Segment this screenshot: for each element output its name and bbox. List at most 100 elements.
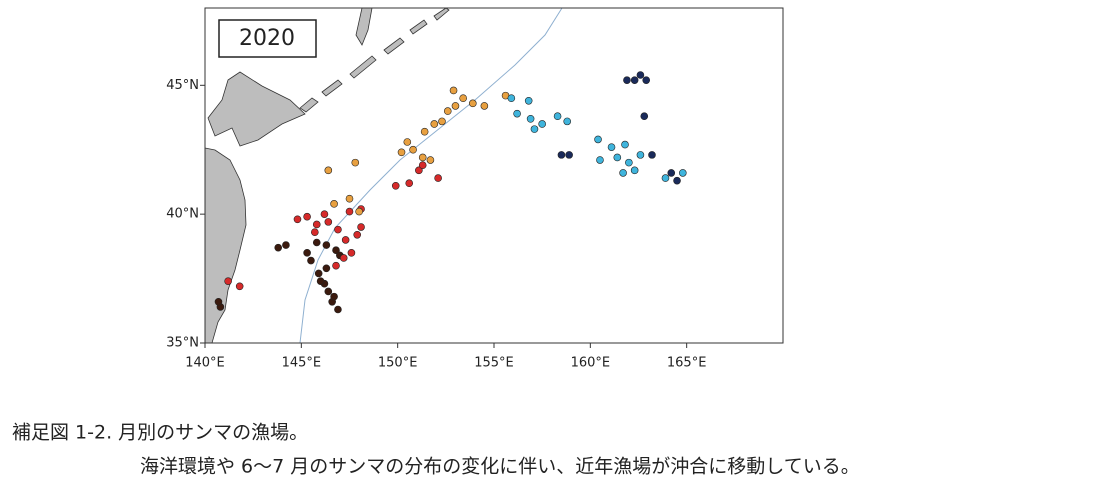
fishing-point xyxy=(324,218,333,226)
fishing-point xyxy=(330,292,338,301)
caption-text: 海洋環境や 6～7 月のサンマの分布の変化に伴い、近年漁場が沖合に移動している。 xyxy=(140,456,860,478)
fishing-point xyxy=(330,200,338,208)
fishing-point xyxy=(320,210,329,218)
fishing-point xyxy=(312,238,321,247)
fishing-point xyxy=(565,151,573,159)
fishing-point xyxy=(332,246,340,255)
fishing-point xyxy=(355,207,363,216)
fishing-point xyxy=(214,297,223,306)
fishing-point xyxy=(438,117,446,126)
fishing-point xyxy=(613,153,622,162)
fishing-point xyxy=(324,287,333,296)
fishing-point xyxy=(553,112,562,121)
fishing-point xyxy=(526,115,535,123)
fishing-point xyxy=(513,109,521,118)
fishing-point xyxy=(322,241,331,249)
fishing-point xyxy=(480,102,489,110)
fishing-point xyxy=(642,76,651,84)
fishing-point xyxy=(314,269,323,278)
fishing-point xyxy=(334,305,342,314)
fishing-point xyxy=(224,277,232,285)
label-box xyxy=(218,19,317,58)
fishing-point xyxy=(235,282,244,291)
fishing-point xyxy=(303,212,311,221)
fishing-point xyxy=(341,236,350,244)
fishing-point xyxy=(403,138,412,146)
fishing-point xyxy=(351,158,360,167)
fishing-point xyxy=(345,207,354,216)
fishing-point xyxy=(507,94,516,102)
fishing-point xyxy=(640,112,649,121)
fishing-point xyxy=(415,166,423,175)
fishing-point xyxy=(405,179,414,188)
fishing-point xyxy=(409,145,417,154)
y-tick-label: 45°N xyxy=(166,78,199,93)
x-tick-label: 150°E xyxy=(378,356,418,371)
fishing-point xyxy=(621,140,629,149)
fishing-point xyxy=(293,215,302,224)
fishing-point xyxy=(426,156,435,164)
fishing-point xyxy=(322,264,331,273)
fishing-point xyxy=(596,156,604,164)
x-tick-label: 165°E xyxy=(667,356,707,371)
fishing-point xyxy=(451,102,460,110)
caption-title: 補足図 1-2. 月別のサンマの漁場。 xyxy=(12,422,308,444)
fishing-point xyxy=(418,161,427,169)
fishing-point xyxy=(345,194,354,203)
fishing-point xyxy=(353,230,362,239)
year-label: 2020 xyxy=(239,26,295,51)
fishing-point xyxy=(443,107,452,115)
fishing-point xyxy=(334,225,342,234)
y-tick-label: 40°N xyxy=(166,207,199,222)
fishing-point xyxy=(347,249,356,257)
x-tick-label: 145°E xyxy=(282,356,322,371)
fishing-point xyxy=(630,76,639,84)
fishing-point xyxy=(619,169,627,177)
x-tick-label: 140°E xyxy=(185,356,225,371)
fishing-point xyxy=(557,151,566,159)
fishing-point xyxy=(434,174,442,182)
plot xyxy=(214,71,687,314)
fishing-point xyxy=(430,120,439,128)
fishing-point xyxy=(538,120,546,128)
fishing-point xyxy=(636,71,645,79)
land xyxy=(204,7,450,344)
fishing-point xyxy=(449,86,458,95)
current-line xyxy=(299,7,563,344)
fishing-point xyxy=(312,220,321,229)
fishing-point xyxy=(661,174,670,182)
fishing-point xyxy=(667,169,676,177)
y-tick-label: 35°N xyxy=(166,336,199,351)
fishing-point xyxy=(459,94,467,102)
fishing-point xyxy=(469,99,477,108)
fishing-point xyxy=(625,158,633,167)
fishing-point xyxy=(630,166,639,175)
fishing-point xyxy=(391,182,400,190)
fishing-point xyxy=(397,148,406,157)
fishing-point xyxy=(648,151,656,159)
fishing-point xyxy=(418,153,427,162)
fishing-point xyxy=(524,96,533,105)
fishing-point xyxy=(339,254,348,262)
fishing-point xyxy=(563,117,572,126)
plot-frame xyxy=(204,7,784,344)
fishing-point xyxy=(311,228,319,236)
fishing-point xyxy=(274,243,283,252)
fishing-point xyxy=(324,166,333,175)
fishing-point xyxy=(673,176,681,185)
fishing-point xyxy=(282,241,290,249)
fishing-point xyxy=(316,277,325,285)
fishing-point xyxy=(303,249,311,257)
fishing-point xyxy=(607,143,616,151)
x-tick-label: 155°E xyxy=(474,356,514,371)
fishing-point xyxy=(307,256,315,265)
fishing-point xyxy=(357,223,365,231)
fishing-point xyxy=(530,125,539,133)
fishing-point xyxy=(332,261,340,270)
fishing-point xyxy=(420,127,429,136)
fishing-point xyxy=(679,169,687,177)
fishing-point xyxy=(636,151,645,159)
x-tick-label: 160°E xyxy=(571,356,611,371)
fishing-point xyxy=(623,76,631,84)
